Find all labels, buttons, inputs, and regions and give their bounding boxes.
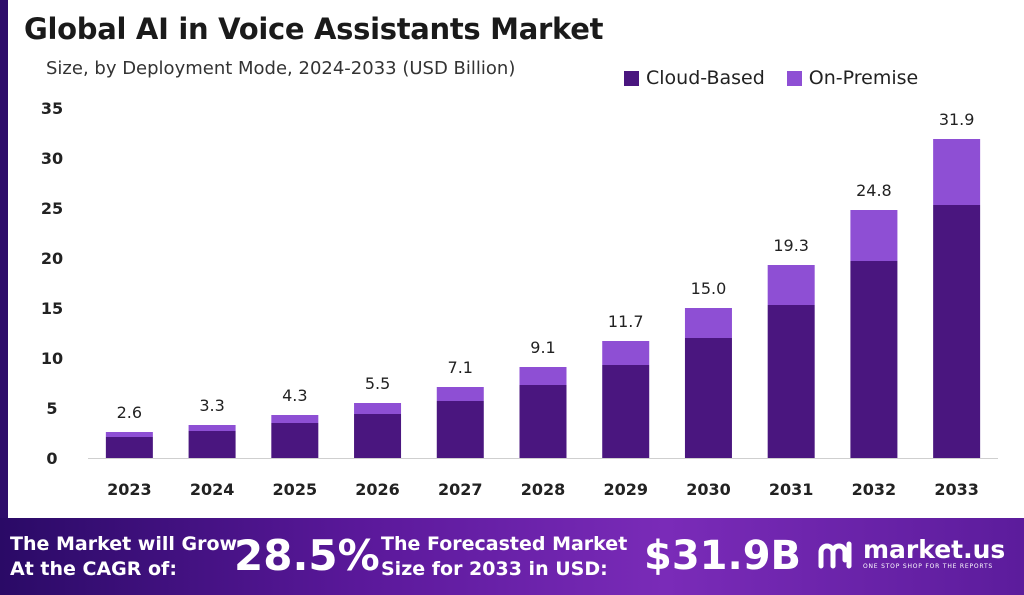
bar-segment-on-premise — [767, 265, 815, 305]
bar-segment-cloud-based — [519, 385, 567, 458]
data-label-total: 24.8 — [856, 181, 892, 200]
brand-tagline: ONE STOP SHOP FOR THE REPORTS — [863, 563, 994, 570]
brand-text: market.us ONE STOP SHOP FOR THE REPORTS — [863, 537, 1005, 571]
x-tick-label: 2033 — [934, 480, 979, 499]
bar-segment-cloud-based — [188, 431, 236, 458]
brand: market.us ONE STOP SHOP FOR THE REPORTS — [815, 536, 1005, 572]
data-label-total: 9.1 — [530, 338, 555, 357]
y-tick-label: 35 — [41, 99, 63, 118]
legend-item-on-premise: On-Premise — [786, 67, 919, 89]
market-us-logo-icon — [818, 541, 852, 569]
bar-segment-on-premise — [850, 210, 898, 261]
bar-segment-on-premise — [519, 367, 567, 385]
legend-label-cloud-based: Cloud-Based — [646, 67, 765, 89]
bar-segment-on-premise — [354, 403, 402, 414]
stacked-bar-chart: 051015202530352.620233.320244.320255.520… — [41, 99, 998, 499]
forecast-text: The Forecasted Market Size for 2033 in U… — [381, 533, 628, 580]
data-label-total: 19.3 — [773, 236, 809, 255]
bar-segment-cloud-based — [684, 338, 732, 458]
bar-segment-on-premise — [271, 415, 319, 423]
x-tick-label: 2032 — [852, 480, 897, 499]
bar-segment-cloud-based — [767, 305, 815, 458]
bar-segment-on-premise — [684, 308, 732, 338]
x-tick-label: 2031 — [769, 480, 814, 499]
data-label-total: 31.9 — [939, 110, 975, 129]
y-tick-label: 0 — [46, 449, 57, 468]
bar-segment-on-premise — [602, 341, 650, 365]
x-tick-label: 2028 — [521, 480, 566, 499]
data-label-total: 4.3 — [282, 386, 307, 405]
x-tick-label: 2024 — [190, 480, 235, 499]
y-tick-label: 25 — [41, 199, 63, 218]
x-tick-label: 2027 — [438, 480, 483, 499]
y-tick-label: 30 — [41, 149, 63, 168]
bar-segment-cloud-based — [436, 401, 484, 458]
bar-segment-cloud-based — [602, 365, 650, 458]
chart-subtitle: Size, by Deployment Mode, 2024-2033 (USD… — [46, 58, 516, 79]
cagr-text: The Market will Grow At the CAGR of: — [10, 533, 238, 580]
brand-name: market.us — [863, 535, 1006, 564]
bar-segment-cloud-based — [354, 414, 402, 458]
x-tick-label: 2026 — [355, 480, 400, 499]
legend-item-cloud-based: Cloud-Based — [624, 67, 765, 89]
legend-swatch-on-premise — [786, 70, 802, 86]
bar-segment-cloud-based — [850, 261, 898, 458]
data-label-total: 5.5 — [365, 374, 390, 393]
cagr-value: 28.5% — [234, 531, 380, 580]
forecast-value: $31.9B — [644, 533, 802, 579]
bar-segment-cloud-based — [933, 205, 981, 458]
data-label-total: 2.6 — [117, 403, 142, 422]
footer-banner: The Market will Grow At the CAGR of: 28.… — [0, 518, 1024, 595]
legend-swatch-cloud-based — [624, 70, 639, 86]
x-tick-label: 2025 — [273, 480, 318, 499]
bar-segment-on-premise — [105, 432, 153, 437]
bar-segment-on-premise — [436, 387, 484, 401]
data-label-total: 15.0 — [691, 279, 727, 298]
data-label-total: 11.7 — [608, 312, 644, 331]
data-label-total: 3.3 — [199, 396, 224, 415]
data-label-total: 7.1 — [448, 358, 473, 377]
legend-label-on-premise: On-Premise — [808, 67, 919, 89]
bar-segment-cloud-based — [105, 437, 153, 458]
y-tick-label: 20 — [41, 249, 63, 268]
y-tick-label: 10 — [41, 349, 63, 368]
chart-title: Global AI in Voice Assistants Market — [24, 12, 604, 46]
bar-segment-on-premise — [188, 425, 236, 431]
bar-segment-on-premise — [933, 139, 981, 205]
x-tick-label: 2030 — [686, 480, 731, 499]
y-tick-label: 15 — [41, 299, 63, 318]
bar-segment-cloud-based — [271, 423, 319, 458]
chart-legend: Cloud-Based On-Premise — [624, 67, 918, 89]
y-tick-label: 5 — [46, 399, 57, 418]
x-tick-label: 2029 — [603, 480, 648, 499]
x-tick-label: 2023 — [107, 480, 152, 499]
